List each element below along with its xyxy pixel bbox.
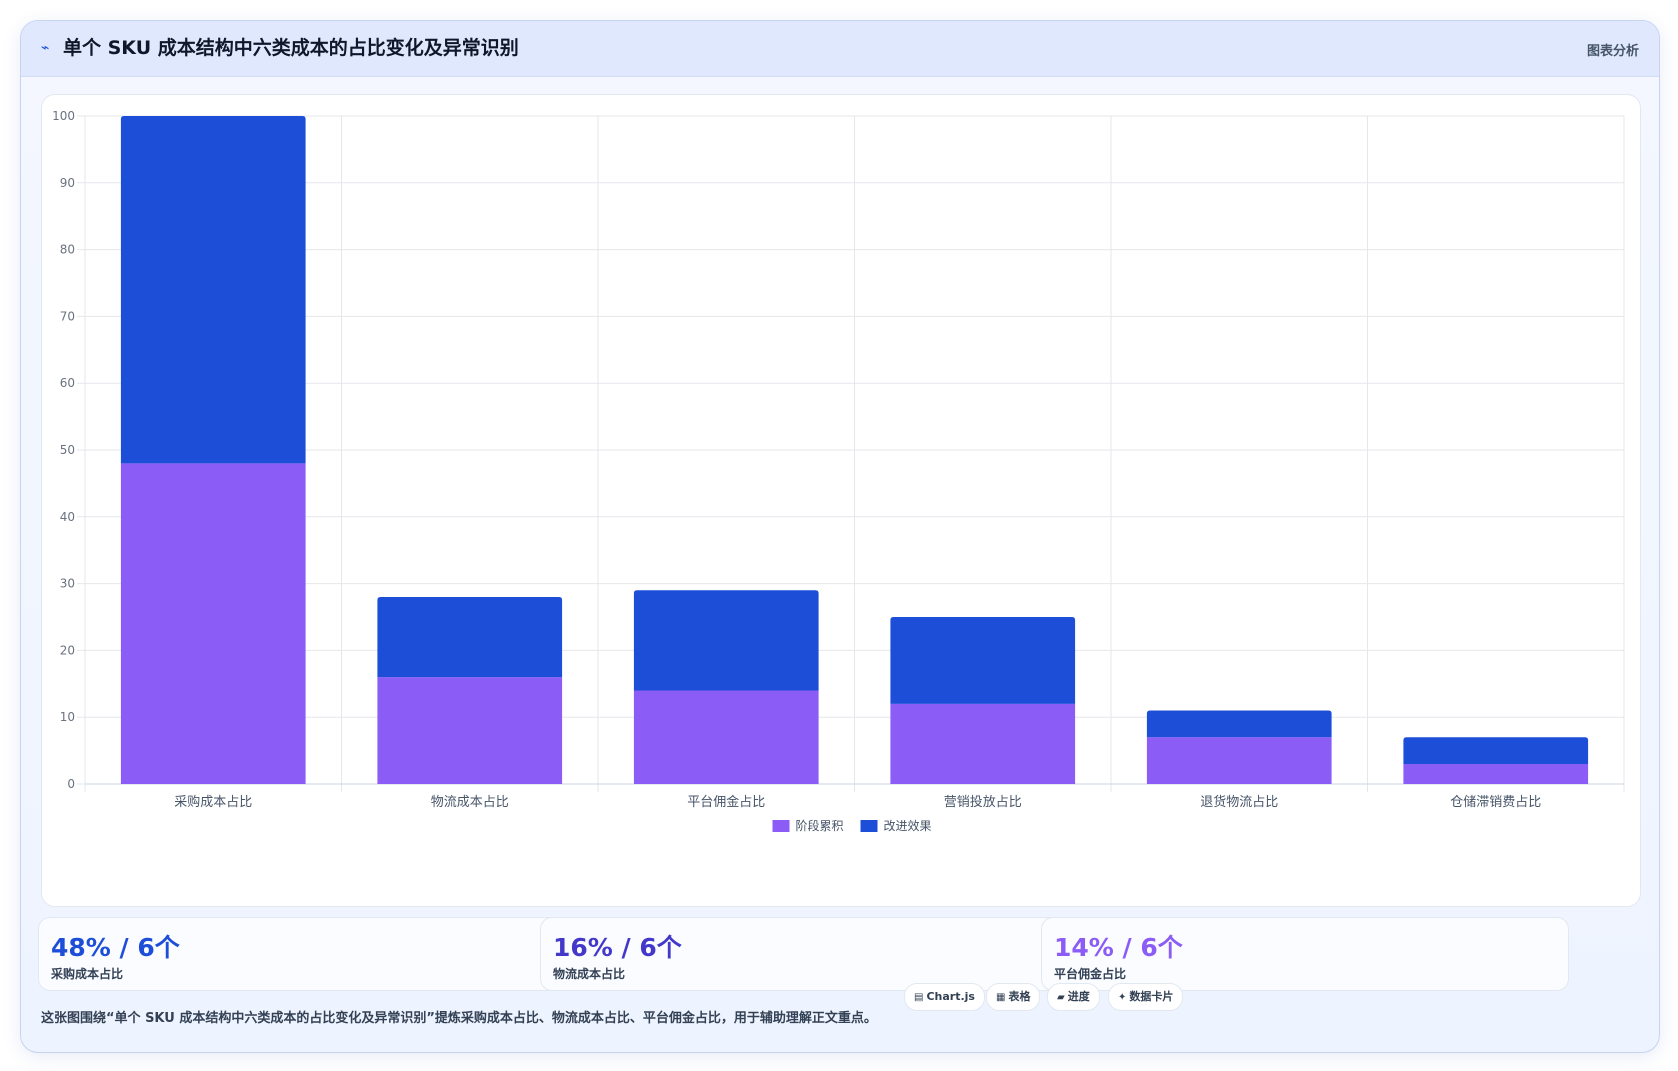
bar-stage-cumulative: [1146, 737, 1332, 784]
stat-value: 48% / 6个: [51, 933, 180, 962]
sparkle-icon: ✦: [1118, 992, 1127, 1003]
badge-label: 进度: [1067, 990, 1090, 1003]
badge-label: Chart.js: [926, 990, 975, 1003]
stat-label: 平台佣金占比: [1054, 967, 1127, 981]
y-tick-label: 60: [60, 376, 75, 390]
chart-title: 单个 SKU 成本结构中六类成本的占比变化及异常识别: [63, 37, 519, 59]
stat-label: 采购成本占比: [51, 967, 124, 981]
y-tick-label: 90: [60, 176, 75, 190]
badge-table[interactable]: ▦ 表格: [986, 983, 1041, 1011]
y-tick-label: 100: [52, 109, 75, 123]
stacked-bar-chart: 0 10 20 30 40 50 60 70 80 90 100 采购成本占比 物流成本占比 平台佣金占比…: [52, 109, 1625, 833]
bar-stage-cumulative: [377, 677, 563, 784]
y-tick-label: 20: [60, 643, 75, 657]
x-tick-label: 营销投放占比: [944, 794, 1022, 810]
legend-swatch: [772, 820, 790, 832]
bar-stage-cumulative: [890, 703, 1076, 784]
chart-panel: 0 10 20 30 40 50 60 70 80 90 100 采购成本占比 物流成本占比 平台佣金占比…: [41, 94, 1641, 907]
y-tick-label: 10: [60, 710, 75, 724]
y-tick-label: 50: [60, 443, 75, 457]
x-tick-label: 物流成本占比: [431, 795, 509, 810]
x-tick-label: 仓储滞销费占比: [1450, 795, 1541, 810]
stat-value: 16% / 6个: [553, 933, 682, 962]
bar-stage-cumulative: [120, 463, 306, 784]
card-header: ⌁ 单个 SKU 成本结构中六类成本的占比变化及异常识别 图表分析: [21, 21, 1659, 77]
stat-value: 14% / 6个: [1054, 933, 1183, 962]
bar-improvement-effect: [1403, 737, 1589, 764]
bar-stage-cumulative: [1403, 763, 1589, 784]
chart-caption: 这张图围绕“单个 SKU 成本结构中六类成本的占比变化及异常识别”提炼采购成本占…: [41, 1011, 877, 1026]
legend-label: 阶段累积: [796, 818, 844, 833]
badge-chartjs[interactable]: ▤ Chart.js: [904, 983, 985, 1011]
x-tick-label: 平台佣金占比: [687, 794, 765, 810]
stat-card-1: 48% / 6个 采购成本占比: [38, 917, 566, 991]
progress-icon: ▰: [1057, 992, 1065, 1003]
y-tick-label: 30: [60, 577, 75, 591]
trend-line-icon: ⌁: [41, 40, 50, 56]
bar-improvement-effect: [633, 590, 819, 691]
chart-card: ⌁ 单个 SKU 成本结构中六类成本的占比变化及异常识别 图表分析 0 10 20 3…: [20, 20, 1660, 1053]
x-tick-label: 采购成本占比: [174, 794, 252, 810]
badge-progress[interactable]: ▰ 进度: [1047, 983, 1100, 1011]
legend-swatch: [860, 820, 878, 832]
badge-label: 表格: [1008, 990, 1031, 1003]
table-icon: ▦: [996, 992, 1006, 1003]
bar-improvement-effect: [377, 596, 563, 678]
y-tick-label: 0: [67, 777, 75, 791]
chart-analysis-label: 图表分析: [1586, 44, 1639, 59]
bar-improvement-effect: [1146, 710, 1332, 738]
stat-card-3: 14% / 6个 平台佣金占比: [1041, 917, 1569, 991]
y-tick-label: 80: [60, 243, 75, 257]
y-tick-label: 70: [60, 309, 75, 323]
legend-label: 改进效果: [884, 818, 932, 833]
stat-label: 物流成本占比: [553, 967, 626, 981]
bar-stage-cumulative: [633, 690, 819, 784]
badge-data-cards[interactable]: ✦ 数据卡片: [1108, 983, 1184, 1011]
y-tick-label: 40: [60, 510, 75, 524]
chart-icon: ▤: [914, 992, 924, 1003]
bar-improvement-effect: [890, 617, 1076, 704]
x-tick-label: 退货物流占比: [1200, 794, 1278, 810]
stat-card-2: 16% / 6个 物流成本占比: [540, 917, 1068, 991]
bar-improvement-effect: [120, 116, 306, 464]
badge-label: 数据卡片: [1129, 990, 1174, 1003]
